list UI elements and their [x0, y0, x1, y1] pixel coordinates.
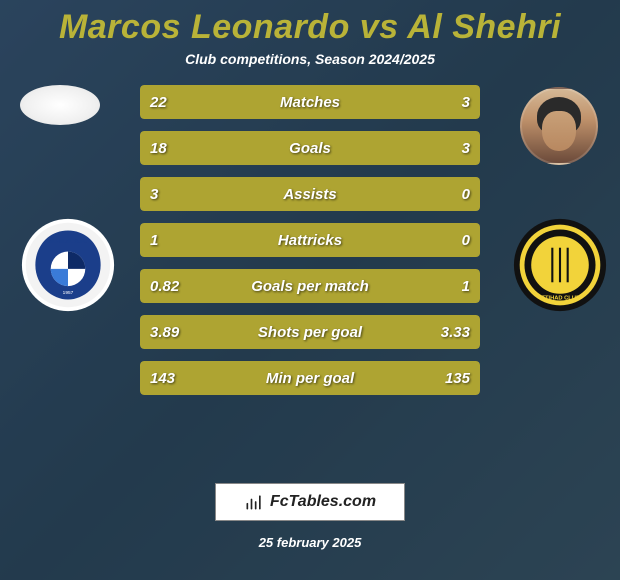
stat-row: 3.89 3.33 Shots per goal [140, 315, 480, 349]
chart-icon [244, 492, 264, 512]
stat-bar-right [432, 131, 480, 165]
watermark-text: FcTables.com [270, 493, 376, 511]
svg-text:ALHILAL S.FC: ALHILAL S.FC [48, 239, 87, 245]
stat-value-right: 3.33 [441, 324, 470, 341]
footer-date: 25 february 2025 [259, 535, 362, 550]
stat-value-right: 3 [462, 140, 470, 157]
stat-value-right: 135 [445, 370, 470, 387]
stat-row: 0.82 1 Goals per match [140, 269, 480, 303]
stat-value-left: 18 [150, 140, 167, 157]
watermark: FcTables.com [215, 483, 405, 521]
player-right-photo [520, 87, 598, 165]
stat-bar-left [140, 131, 432, 165]
stat-row: 1 0 Hattricks [140, 223, 480, 257]
stat-label: Matches [280, 94, 340, 111]
svg-text:ITTIHAD CLUB: ITTIHAD CLUB [540, 296, 580, 302]
stat-value-left: 22 [150, 94, 167, 111]
page-subtitle: Club competitions, Season 2024/2025 [185, 51, 435, 67]
stat-label: Hattricks [278, 232, 342, 249]
stat-value-left: 143 [150, 370, 175, 387]
stats-container: 22 3 Matches 18 3 Goals 3 0 Assists 1 0 Hattricks 0.… [140, 85, 480, 395]
club-left-badge: ALHILAL S.FC 1957 [20, 217, 116, 313]
stat-value-right: 3 [462, 94, 470, 111]
club-right-badge: ITTIHAD CLUB [512, 217, 608, 313]
stat-row: 22 3 Matches [140, 85, 480, 119]
stat-row: 18 3 Goals [140, 131, 480, 165]
stat-row: 3 0 Assists [140, 177, 480, 211]
stat-value-right: 1 [462, 278, 470, 295]
player-left-photo [20, 85, 100, 125]
stat-value-right: 0 [462, 186, 470, 203]
stat-label: Goals [289, 140, 331, 157]
stat-label: Assists [283, 186, 336, 203]
main-area: ALHILAL S.FC 1957 ITTIHAD CLUB 22 3 Matche… [0, 85, 620, 483]
stat-row: 143 135 Min per goal [140, 361, 480, 395]
svg-text:1957: 1957 [63, 290, 74, 296]
content-root: Marcos Leonardo vs Al Shehri Club compet… [0, 0, 620, 580]
footer: FcTables.com 25 february 2025 [0, 483, 620, 580]
stat-value-right: 0 [462, 232, 470, 249]
stat-label: Goals per match [251, 278, 369, 295]
stat-value-left: 1 [150, 232, 158, 249]
page-title: Marcos Leonardo vs Al Shehri [59, 8, 561, 47]
stat-bar-right [439, 85, 480, 119]
stat-value-left: 3.89 [150, 324, 179, 341]
stat-value-left: 3 [150, 186, 158, 203]
stat-label: Min per goal [266, 370, 354, 387]
stat-value-left: 0.82 [150, 278, 179, 295]
stat-label: Shots per goal [258, 324, 362, 341]
